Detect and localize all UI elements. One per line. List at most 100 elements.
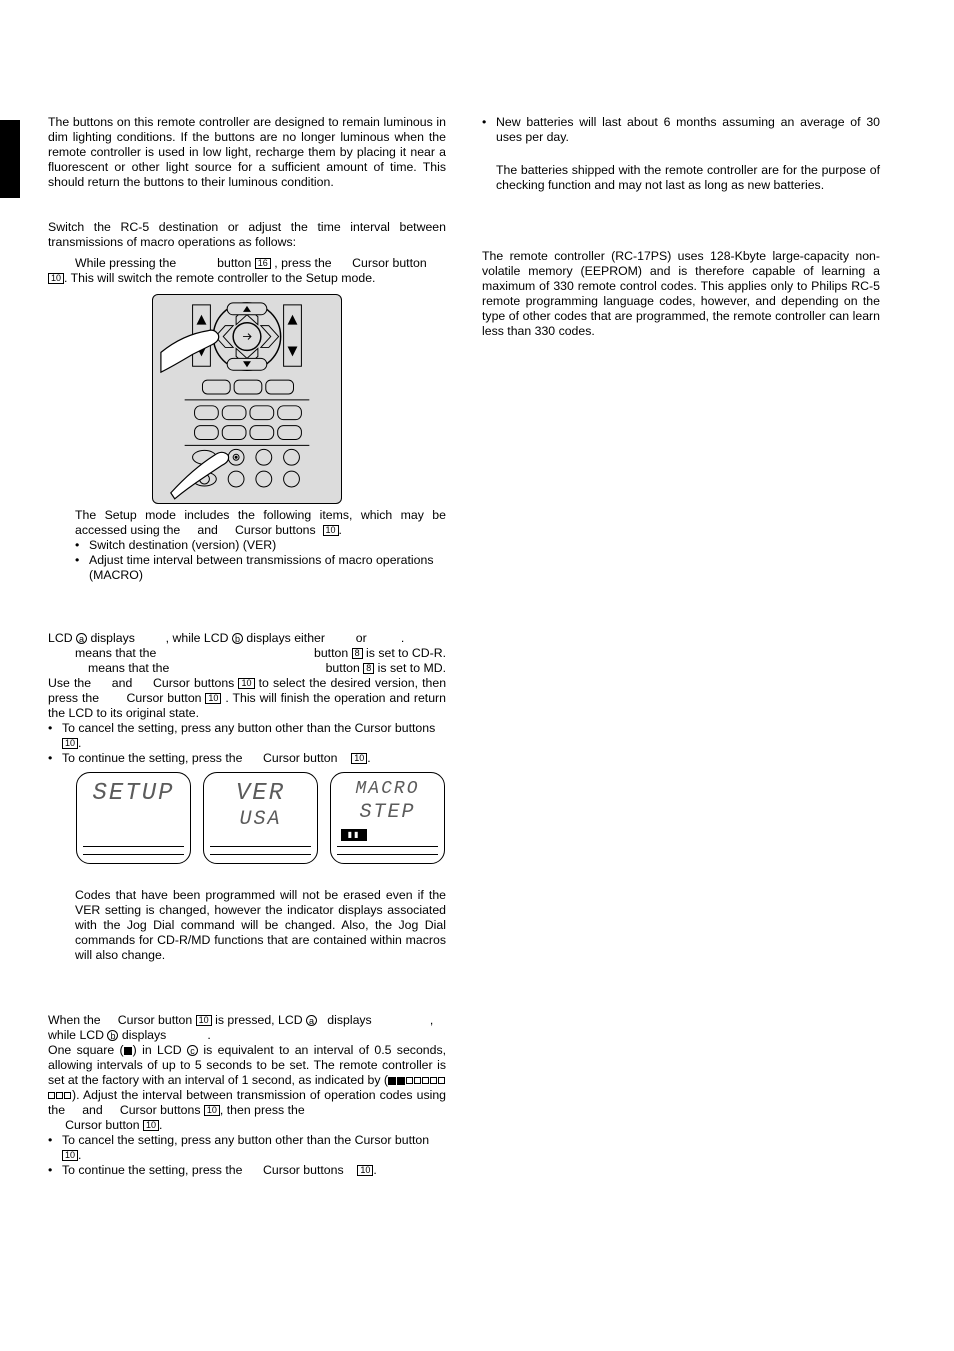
button-ref-8: 8 <box>352 648 363 659</box>
ver-line-2: means that the button 8 is set to CD-R. <box>48 646 446 661</box>
circled-c: c <box>187 1045 198 1056</box>
circled-b: b <box>232 633 243 644</box>
button-ref-10: 10 <box>143 1120 159 1131</box>
setup-step-line1: While pressing the button 16 , press the… <box>48 256 446 271</box>
text: Cursor button <box>118 1013 193 1027</box>
text: displays either <box>246 631 325 645</box>
lcd-text: STEP <box>331 801 444 825</box>
macro-para: One square () in LCD c is equivalent to … <box>48 1043 446 1133</box>
text: and <box>112 676 133 690</box>
text: Use the <box>48 676 91 690</box>
setup-intro: Switch the RC-5 destination or adjust th… <box>48 220 446 250</box>
lcd-text: VER <box>204 779 317 808</box>
text: When the <box>48 1013 101 1027</box>
button-ref-10: 10 <box>204 1105 220 1116</box>
text: is set to MD. <box>378 661 446 675</box>
right-column: • New batteries will last about 6 months… <box>482 115 880 1178</box>
text: , <box>430 1013 433 1027</box>
button-ref-10: 10 <box>351 753 367 764</box>
text: Switch destination (version) (VER) <box>89 538 446 553</box>
remote-illustration <box>152 294 342 504</box>
button-ref-10: 10 <box>62 738 78 749</box>
text: ) in LCD <box>133 1043 182 1057</box>
remote-svg <box>153 295 341 503</box>
text: To cancel the setting, press any button … <box>62 1133 429 1147</box>
text: One square ( <box>48 1043 124 1057</box>
text: and <box>197 523 218 537</box>
macro-bullet-1: • To cancel the setting, press any butto… <box>48 1133 446 1163</box>
text: New batteries will last about 6 months a… <box>496 115 880 145</box>
button-ref-10: 10 <box>48 273 64 284</box>
button-ref-8: 8 <box>363 663 374 674</box>
luminous-paragraph: The buttons on this remote controller ar… <box>48 115 446 190</box>
text: Cursor buttons <box>263 1163 344 1177</box>
capacity-para: The remote controller (RC-17PS) uses 128… <box>482 249 880 339</box>
text: is set to CD-R. <box>366 646 446 660</box>
text: LCD <box>48 631 73 645</box>
text: . <box>207 1028 210 1042</box>
text: displays <box>122 1028 166 1042</box>
circled-a: a <box>306 1015 317 1026</box>
text: , while LCD <box>166 631 229 645</box>
text: button <box>314 646 348 660</box>
text: To continue the setting, press the <box>62 1163 242 1177</box>
text: Cursor button <box>65 1118 140 1132</box>
button-ref-10: 10 <box>323 525 339 536</box>
text: button <box>217 256 251 270</box>
text: displays <box>327 1013 371 1027</box>
macro-line-2: while LCD b displays . <box>48 1028 446 1043</box>
setup-items-intro: The Setup mode includes the following it… <box>48 508 446 538</box>
remote-illustration-wrap <box>48 286 446 508</box>
text: Cursor buttons <box>153 676 234 690</box>
button-ref-16: 16 <box>255 258 271 269</box>
left-column: The buttons on this remote controller ar… <box>48 115 446 1178</box>
text: is pressed, LCD <box>215 1013 302 1027</box>
ver-para: Use the and Cursor buttons 10 to select … <box>48 676 446 721</box>
lcd-text: SETUP <box>77 779 190 808</box>
text: . This will switch the remote controller… <box>64 271 375 285</box>
setup-item-1: •Switch destination (version) (VER) <box>48 538 446 553</box>
lcd-text: USA <box>204 808 317 832</box>
button-ref-10: 10 <box>357 1165 373 1176</box>
ver-changed-para: Codes that have been programmed will not… <box>48 888 446 963</box>
macro-bullet-2: • To continue the setting, press the Cur… <box>48 1163 446 1178</box>
button-ref-10: 10 <box>205 693 221 704</box>
battery-note: The batteries shipped with the remote co… <box>482 163 880 193</box>
text: Adjust time interval between transmissio… <box>89 553 446 583</box>
button-ref-10: 10 <box>62 1150 78 1161</box>
text: means that the <box>75 646 156 660</box>
ver-line-1: LCD a displays , while LCD b displays ei… <box>48 631 446 646</box>
text: and <box>82 1103 103 1117</box>
text: , press the <box>274 256 331 270</box>
ver-bullet-2: • To continue the setting, press the Cur… <box>48 751 446 766</box>
button-ref-10: 10 <box>196 1015 212 1026</box>
text: button <box>326 661 360 675</box>
page-edge-tab <box>0 120 20 198</box>
lcd-step-indicator: ▮▮ <box>341 829 367 841</box>
lcd-panel-macro: MACRO STEP ▮▮ <box>330 772 445 864</box>
ver-line-3: means that the button 8 is set to MD. <box>48 661 446 676</box>
setup-step-line2: 10. This will switch the remote controll… <box>48 271 446 286</box>
lcd-text: MACRO <box>331 779 444 801</box>
battery-bullet: • New batteries will last about 6 months… <box>482 115 880 145</box>
text: Cursor button <box>127 691 202 705</box>
text: , then press the <box>220 1103 305 1117</box>
button-ref-10: 10 <box>238 678 254 689</box>
text: To continue the setting, press the <box>62 751 242 765</box>
text: displays <box>90 631 134 645</box>
circled-a: a <box>76 633 87 644</box>
lcd-row: SETUP VER USA MACRO STEP ▮▮ <box>48 766 446 864</box>
circled-b: b <box>107 1030 118 1041</box>
page-content: The buttons on this remote controller ar… <box>0 0 954 1178</box>
text: while LCD <box>48 1028 104 1042</box>
lcd-panel-ver: VER USA <box>203 772 318 864</box>
text: means that the <box>88 661 169 675</box>
ver-bullet-1: • To cancel the setting, press any butto… <box>48 721 446 751</box>
setup-item-2: •Adjust time interval between transmissi… <box>48 553 446 583</box>
text: Cursor button <box>263 751 338 765</box>
text: To cancel the setting, press any button … <box>62 721 435 735</box>
text: or <box>356 631 367 645</box>
text: . <box>401 631 404 645</box>
text: Cursor buttons <box>120 1103 201 1117</box>
text: Cursor button <box>352 256 427 270</box>
